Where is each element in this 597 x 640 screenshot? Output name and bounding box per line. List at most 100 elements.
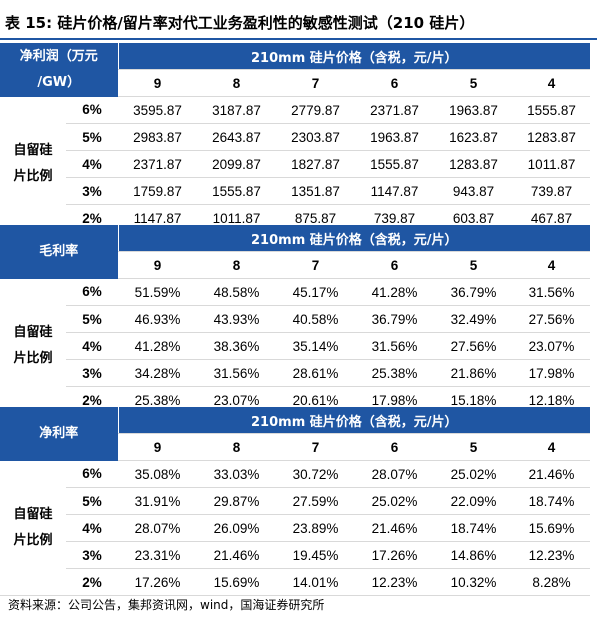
source-note: 资料来源：公司公告，集邦资讯网，wind，国海证券研究所: [8, 598, 325, 612]
table-cell: 2099.87: [197, 150, 277, 178]
row-group-label: 自留硅 片比例: [0, 96, 66, 232]
table-cell: 1555.87: [355, 150, 435, 178]
table-cell: 10.32%: [434, 568, 514, 596]
price-column-header: 9: [118, 69, 198, 97]
table-row: 自留硅 片比例 6% 35.08% 33.03% 30.72% 28.07% 25.02% 21…: [0, 460, 591, 596]
table-cell: 27.56%: [434, 332, 514, 360]
table-cell: 21.86%: [434, 359, 514, 387]
corner-header-line1: 净利润（万元: [19, 48, 98, 64]
table-row: 4% 2371.87 2099.87 1827.87 1555.87 1283.87 101…: [0, 150, 591, 178]
table-row: 自留硅 片比例 6% 51.59% 48.58% 45.17% 41.28% 36.79% 31…: [0, 278, 591, 414]
table-cell: 48.58%: [197, 278, 277, 306]
table-cell: 36.79%: [434, 278, 514, 306]
table-cell: 29.87%: [197, 487, 277, 515]
row-label: 5%: [66, 305, 119, 333]
table-row: 自留硅 片比例 6% 3595.87 3187.87 2779.87 2371.87 1963…: [0, 96, 591, 232]
corner-header: 毛利率: [0, 225, 119, 279]
table-cell: 25.02%: [434, 460, 514, 488]
row-group-label-line1: 自留硅: [13, 506, 53, 522]
price-column-header: 9: [118, 433, 198, 461]
price-column-header: 8: [197, 433, 277, 461]
table-cell: 23.07%: [513, 332, 591, 360]
table-cell: 22.09%: [434, 487, 514, 515]
table-row: 4% 28.07% 26.09% 23.89% 21.46% 18.74% 15.69%: [0, 514, 591, 542]
table-row: 5% 31.91% 29.87% 27.59% 25.02% 22.09% 18.74%: [0, 487, 591, 515]
table-cell: 23.89%: [276, 514, 356, 542]
table-cell: 1827.87: [276, 150, 356, 178]
corner-header-line1: 净利率: [39, 425, 79, 441]
price-column-header: 6: [355, 69, 435, 97]
table-title: 表 15: 硅片价格/留片率对代工业务盈利性的敏感性测试（210 硅片）: [5, 14, 475, 32]
price-column-header: 5: [434, 251, 514, 279]
table-cell: 27.59%: [276, 487, 356, 515]
corner-header: 净利润（万元/GW）: [0, 43, 119, 97]
table-cell: 2371.87: [118, 150, 198, 178]
table-cell: 21.46%: [513, 460, 591, 488]
table-cell: 19.45%: [276, 541, 356, 569]
table-cell: 31.56%: [513, 278, 591, 306]
row-label: 4%: [66, 150, 119, 178]
row-label: 3%: [66, 541, 119, 569]
row-label: 5%: [66, 487, 119, 515]
table-cell: 1963.87: [355, 123, 435, 151]
price-column-header: 8: [197, 251, 277, 279]
table-cell: 31.91%: [118, 487, 198, 515]
table-cell: 14.86%: [434, 541, 514, 569]
table-cell: 30.72%: [276, 460, 356, 488]
price-column-header: 5: [434, 433, 514, 461]
table-cell: 28.07%: [118, 514, 198, 542]
table-cell: 12.23%: [355, 568, 435, 596]
row-label: 6%: [66, 278, 119, 306]
table-cell: 17.98%: [513, 359, 591, 387]
table-cell: 40.58%: [276, 305, 356, 333]
row-group-label-line2: 片比例: [13, 350, 53, 366]
price-column-header: 9: [118, 251, 198, 279]
table-cell: 35.08%: [118, 460, 198, 488]
price-column-header: 7: [276, 251, 356, 279]
table-cell: 31.56%: [197, 359, 277, 387]
corner-header: 净利率: [0, 407, 119, 461]
table-cell: 3187.87: [197, 96, 277, 124]
row-group-label-line1: 自留硅: [13, 142, 53, 158]
table-cell: 739.87: [513, 177, 591, 205]
title-divider: [0, 38, 597, 40]
price-column-header: 5: [434, 69, 514, 97]
table-cell: 21.46%: [355, 514, 435, 542]
sensitivity-table-1: 净利润（万元/GW） 210mm 硅片价格（含税，元/片） 9 8 7 6 5 4 自留硅 片比例…: [0, 43, 591, 232]
table-cell: 2303.87: [276, 123, 356, 151]
table-cell: 43.93%: [197, 305, 277, 333]
row-label: 2%: [66, 568, 119, 596]
corner-header-line1: 毛利率: [39, 243, 79, 259]
table-row: 5% 46.93% 43.93% 40.58% 36.79% 32.49% 27.56%: [0, 305, 591, 333]
table-cell: 45.17%: [276, 278, 356, 306]
table-cell: 1283.87: [434, 150, 514, 178]
row-label: 4%: [66, 332, 119, 360]
table-cell: 1147.87: [355, 177, 435, 205]
table-cell: 2371.87: [355, 96, 435, 124]
row-group-label-line1: 自留硅: [13, 324, 53, 340]
table-cell: 38.36%: [197, 332, 277, 360]
price-column-header: 4: [513, 69, 591, 97]
row-label: 5%: [66, 123, 119, 151]
row-label: 4%: [66, 514, 119, 542]
table-cell: 25.02%: [355, 487, 435, 515]
price-column-header: 6: [355, 433, 435, 461]
row-group-label: 自留硅 片比例: [0, 278, 66, 414]
table-cell: 2643.87: [197, 123, 277, 151]
price-column-header: 8: [197, 69, 277, 97]
price-column-header: 4: [513, 433, 591, 461]
table-row: 2% 17.26% 15.69% 14.01% 12.23% 10.32% 8.28%: [0, 568, 591, 596]
table-cell: 14.01%: [276, 568, 356, 596]
price-column-header: 7: [276, 433, 356, 461]
table-cell: 15.69%: [197, 568, 277, 596]
table-cell: 51.59%: [118, 278, 198, 306]
table-cell: 1351.87: [276, 177, 356, 205]
table-cell: 34.28%: [118, 359, 198, 387]
table-cell: 46.93%: [118, 305, 198, 333]
sensitivity-table-2: 毛利率 210mm 硅片价格（含税，元/片） 9 8 7 6 5 4 自留硅 片比例 6% 51.59…: [0, 225, 591, 414]
table-row: 5% 2983.87 2643.87 2303.87 1963.87 1623.87 128…: [0, 123, 591, 151]
table-cell: 41.28%: [118, 332, 198, 360]
table-cell: 18.74%: [434, 514, 514, 542]
table-cell: 26.09%: [197, 514, 277, 542]
table-cell: 17.26%: [355, 541, 435, 569]
